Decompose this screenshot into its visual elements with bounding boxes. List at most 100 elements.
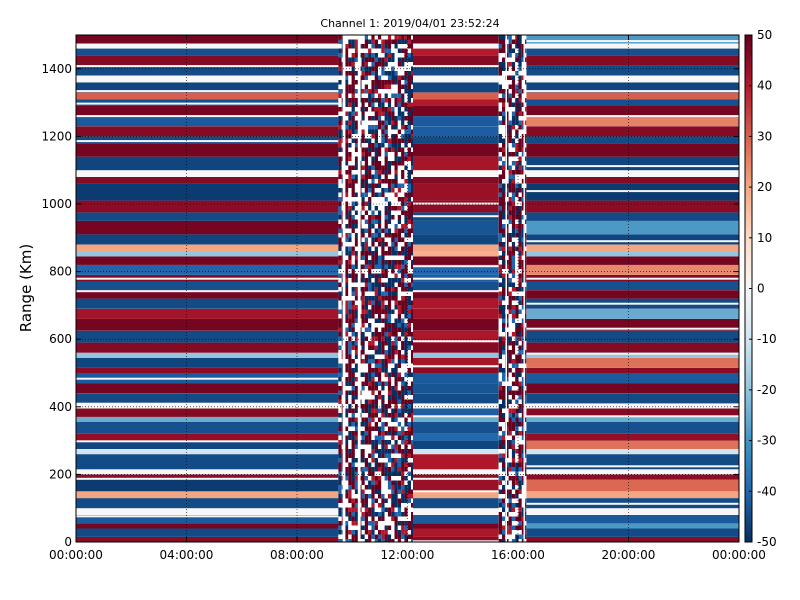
heatmap-cell (371, 323, 375, 328)
heatmap-cell (401, 489, 405, 494)
heatmap-cell (378, 197, 382, 202)
heatmap-cell (345, 399, 349, 404)
heatmap-cell (508, 192, 512, 197)
heatmap-cell (498, 102, 502, 107)
heatmap-cell (354, 363, 359, 368)
heatmap-cell (498, 489, 502, 494)
heatmap-cell (394, 228, 398, 233)
heatmap-cell (525, 129, 527, 134)
heatmap-cell (397, 147, 402, 152)
heatmap-cell (364, 57, 369, 62)
heatmap-cell (371, 111, 375, 116)
heatmap-cell (515, 53, 519, 58)
heatmap-cell (498, 381, 502, 386)
heatmap-cell (404, 188, 408, 193)
heatmap-cell (391, 273, 395, 278)
heatmap-cell (518, 161, 522, 166)
heatmap-cell (338, 395, 342, 400)
heatmap-cell (387, 521, 392, 526)
heatmap-cell (407, 152, 411, 157)
heatmap-cell (394, 503, 398, 508)
heatmap-cell (404, 503, 408, 508)
heatmap-cell (348, 458, 352, 463)
heatmap-cell (515, 341, 519, 346)
heatmap-cell (348, 440, 352, 445)
heatmap-cell (391, 210, 395, 215)
heatmap-cell (521, 408, 526, 413)
heatmap-cell (387, 255, 392, 260)
heatmap-cell (368, 152, 372, 157)
heatmap-cell (508, 494, 512, 499)
heatmap-cell (387, 174, 392, 179)
heatmap-cell (521, 444, 526, 449)
heatmap-cell (378, 228, 382, 233)
heatmap-cell (525, 291, 527, 296)
heatmap-cell (525, 75, 527, 80)
heatmap-cell (387, 386, 392, 391)
heatmap-cell (525, 134, 527, 139)
heatmap-cell (345, 93, 349, 98)
heatmap-cell (511, 75, 516, 80)
heatmap-cell (354, 530, 359, 535)
heatmap-cell (397, 359, 402, 364)
heatmap-cell (508, 44, 512, 49)
heatmap-streak (526, 90, 739, 93)
heatmap-cell (374, 354, 378, 359)
heatmap-cell (345, 228, 349, 233)
heatmap-cell (407, 273, 411, 278)
heatmap-cell (401, 237, 405, 242)
heatmap-cell (498, 165, 502, 170)
heatmap-cell (345, 507, 349, 512)
heatmap-row (413, 403, 499, 409)
heatmap-cell (374, 291, 378, 296)
heatmap-cell (374, 494, 378, 499)
heatmap-cell (351, 264, 355, 269)
heatmap-cell (368, 359, 372, 364)
heatmap-cell (351, 237, 355, 242)
heatmap-cell (384, 80, 388, 85)
heatmap-cell (525, 381, 527, 386)
heatmap-cell (515, 129, 519, 134)
heatmap-cell (508, 507, 512, 512)
heatmap-cell (348, 318, 352, 323)
heatmap-cell (508, 309, 512, 314)
heatmap-cell (518, 327, 522, 332)
heatmap-cell (397, 192, 402, 197)
heatmap-cell (525, 98, 527, 103)
heatmap-row (526, 318, 739, 331)
heatmap-cell (404, 111, 408, 116)
heatmap-cell (397, 309, 402, 314)
heatmap-cell (381, 440, 385, 445)
heatmap-cell (394, 116, 398, 121)
heatmap-cell (404, 449, 408, 454)
heatmap-cell (345, 251, 349, 256)
heatmap-cell (368, 534, 372, 539)
heatmap-row (413, 264, 499, 275)
heatmap-row (413, 183, 499, 201)
heatmap-cell (381, 480, 385, 485)
heatmap-cell (515, 462, 519, 467)
heatmap-cell (384, 246, 388, 251)
heatmap-cell (521, 287, 526, 292)
heatmap-cell (387, 534, 392, 539)
heatmap-cell (404, 471, 408, 476)
heatmap-row (526, 183, 739, 201)
heatmap-cell (508, 269, 512, 274)
heatmap-cell (364, 462, 369, 467)
heatmap-cell (354, 395, 359, 400)
heatmap-cell (345, 431, 349, 436)
heatmap-cell (381, 291, 385, 296)
heatmap-cell (394, 215, 398, 220)
heatmap-cell (338, 255, 342, 260)
heatmap-cell (525, 422, 527, 427)
heatmap-cell (368, 219, 372, 224)
heatmap-cell (387, 489, 392, 494)
heatmap-cell (508, 449, 512, 454)
heatmap-cell (401, 66, 405, 71)
heatmap-cell (364, 233, 369, 238)
heatmap-cell (345, 305, 349, 310)
heatmap-cell (518, 111, 522, 116)
heatmap-cell (381, 345, 385, 350)
heatmap-cell (381, 489, 385, 494)
heatmap-cell (364, 408, 369, 413)
